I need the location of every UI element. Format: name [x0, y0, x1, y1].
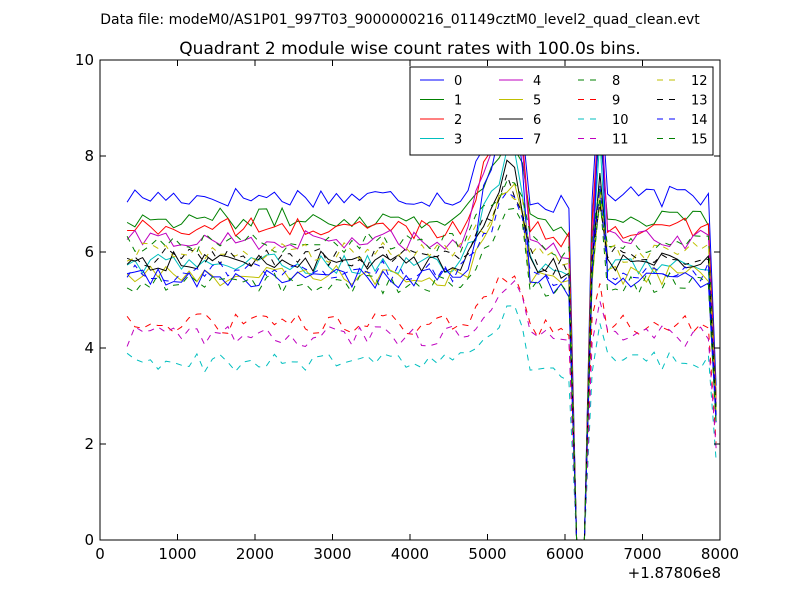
- legend-label-7: 7: [533, 133, 541, 148]
- y-tick-label: 8: [84, 147, 94, 165]
- series-line-1: [126, 131, 717, 541]
- series-line-3: [126, 139, 717, 541]
- chart-title: Quadrant 2 module wise count rates with …: [179, 39, 640, 59]
- y-tick-label: 2: [84, 435, 94, 453]
- x-tick-label: 1000: [158, 545, 196, 563]
- legend-box: [409, 66, 714, 156]
- y-tick-label: 10: [75, 51, 94, 69]
- series-line-2: [127, 94, 717, 541]
- legend-label-1: 1: [454, 94, 462, 109]
- legend-label-11: 11: [612, 133, 629, 148]
- series-line-0: [126, 71, 717, 541]
- plot-area: [126, 71, 717, 541]
- x-tick-label: 2000: [236, 545, 274, 563]
- legend-label-6: 6: [533, 113, 541, 128]
- legend-label-10: 10: [612, 113, 629, 128]
- legend-label-13: 13: [691, 94, 708, 109]
- series-line-12: [126, 191, 717, 541]
- series-line-14: [126, 185, 717, 541]
- series-line-10: [126, 305, 717, 541]
- y-tick-label: 6: [84, 243, 94, 261]
- legend-label-3: 3: [454, 133, 462, 148]
- series-line-11: [126, 280, 717, 541]
- legend-label-0: 0: [454, 74, 462, 89]
- x-tick-label: 8000: [701, 545, 739, 563]
- legend-label-9: 9: [612, 94, 620, 109]
- y-tick-label: 0: [84, 531, 94, 549]
- legend-label-15: 15: [691, 133, 708, 148]
- legend-label-8: 8: [612, 74, 620, 89]
- legend-label-14: 14: [691, 113, 708, 128]
- legend-label-12: 12: [691, 74, 708, 89]
- x-tick-label: 4000: [391, 545, 429, 563]
- legend-label-2: 2: [454, 113, 462, 128]
- legend-label-5: 5: [533, 94, 541, 109]
- series-line-15: [126, 197, 717, 541]
- x-tick-label: 0: [95, 545, 105, 563]
- series-line-7: [126, 88, 717, 541]
- series-line-5: [126, 182, 717, 541]
- y-tick-label: 4: [84, 339, 94, 357]
- series-line-8: [126, 180, 717, 541]
- x-tick-label: 7000: [623, 545, 661, 563]
- series-line-9: [126, 274, 717, 541]
- x-tick-label: 5000: [468, 545, 506, 563]
- series-line-4: [126, 88, 717, 541]
- x-offset-label: +1.87806e8: [628, 564, 721, 582]
- x-tick-label: 3000: [313, 545, 351, 563]
- legend-label-4: 4: [533, 74, 541, 89]
- x-tick-label: 6000: [546, 545, 584, 563]
- series-line-6: [126, 159, 717, 541]
- series-line-13: [126, 172, 717, 541]
- figure-suptitle: Data file: modeM0/AS1P01_997T03_90000002…: [100, 12, 700, 28]
